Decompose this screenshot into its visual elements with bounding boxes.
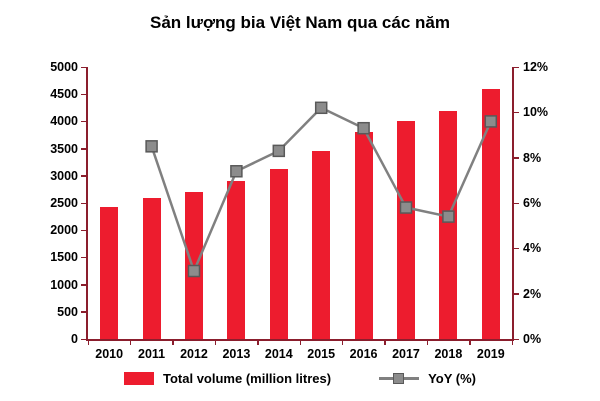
y-axis-right-tick	[514, 111, 519, 114]
y-axis-left-label: 1000	[50, 277, 78, 292]
y-axis-right-tick	[514, 293, 519, 295]
volume-bar	[439, 110, 458, 339]
x-axis-label: 2013	[222, 347, 251, 361]
y-axis-right-label: 10%	[523, 105, 549, 120]
y-axis-left-tick	[81, 256, 86, 259]
y-axis-left-tick	[81, 229, 86, 232]
x-axis-line	[86, 339, 514, 341]
yoy-line-svg	[145, 101, 498, 278]
volume-bar	[269, 169, 288, 339]
x-axis-tick	[172, 341, 174, 345]
y-axis-left-label: 4500	[50, 87, 78, 102]
y-axis-left-line	[86, 67, 88, 341]
x-axis-tick	[511, 341, 513, 345]
volume-bar	[142, 197, 161, 339]
y-axis-right-label: 8%	[523, 150, 542, 165]
x-axis-label: 2015	[307, 347, 336, 361]
line-marker-swatch-icon	[379, 372, 420, 385]
line-swatch-marker	[393, 373, 405, 384]
chart-title: Sản lượng bia Việt Nam qua các năm	[150, 13, 450, 32]
y-axis-left-tick	[81, 175, 86, 177]
y-axis-left-tick	[81, 148, 86, 150]
x-axis-tick	[341, 341, 344, 345]
x-axis-label: 2017	[392, 347, 420, 361]
x-axis-tick	[384, 341, 386, 345]
yoy-marker	[230, 165, 243, 178]
y-axis-left-tick	[81, 202, 86, 204]
x-axis-tick	[469, 341, 471, 345]
volume-bar	[227, 181, 246, 339]
y-axis-right-label: 12%	[523, 60, 549, 74]
y-axis-left-label: 1500	[50, 250, 78, 265]
y-axis-right-tick	[514, 247, 519, 250]
x-axis-label: 2014	[264, 347, 293, 361]
y-axis-right-label: 4%	[523, 241, 542, 256]
y-axis-right-label: 0%	[523, 332, 542, 346]
legend-item-total-volume: Total volume (million litres)	[124, 371, 331, 386]
yoy-marker	[272, 144, 286, 158]
x-axis-label: 2019	[476, 347, 505, 361]
yoy-marker	[187, 264, 201, 278]
bar-swatch-icon	[124, 372, 154, 385]
y-axis-right-tick	[514, 157, 519, 159]
x-axis-tick	[214, 341, 217, 345]
x-axis-label: 2012	[180, 347, 208, 361]
x-axis-tick	[257, 341, 259, 345]
volume-bar	[100, 207, 119, 339]
y-axis-right-tick	[514, 66, 519, 68]
y-axis-left-tick	[81, 311, 86, 313]
y-axis-left-tick	[81, 66, 86, 68]
y-axis-left-label: 500	[57, 304, 78, 319]
volume-bar	[481, 88, 500, 339]
y-axis-right-line	[512, 67, 514, 341]
y-axis-right-tick	[514, 338, 519, 340]
y-axis-left-label: 2500	[50, 196, 78, 210]
y-axis-left-label: 3500	[50, 141, 78, 156]
yoy-line	[150, 106, 492, 275]
volume-bar	[397, 121, 415, 339]
x-axis-label: 2016	[349, 347, 378, 361]
y-axis-right-label: 2%	[523, 286, 542, 301]
x-axis-tick	[426, 341, 429, 345]
y-axis-left-label: 2000	[50, 223, 78, 238]
y-axis-left-tick	[81, 338, 86, 340]
x-axis-label: 2011	[138, 347, 166, 361]
y-axis-left-tick	[81, 93, 86, 96]
yoy-marker	[314, 101, 328, 115]
yoy-marker	[145, 140, 158, 153]
y-axis-left-label: 5000	[50, 60, 78, 74]
yoy-marker	[484, 115, 498, 128]
x-axis-label: 2018	[434, 347, 463, 361]
volume-bar	[312, 151, 331, 339]
y-axis-left-tick	[81, 120, 86, 123]
y-axis-left-label: 0	[71, 332, 78, 346]
y-axis-left-label: 3000	[50, 168, 78, 183]
y-axis-right-tick	[514, 202, 519, 204]
x-axis-tick	[299, 341, 301, 345]
x-axis-tick	[129, 341, 132, 345]
x-axis-label: 2010	[95, 347, 124, 361]
legend: Total volume (million litres) YoY (%)	[0, 371, 600, 386]
legend-label-total-volume: Total volume (million litres)	[163, 371, 332, 386]
y-axis-left-label: 4000	[50, 114, 78, 129]
volume-bar	[354, 132, 373, 339]
y-axis-right-label: 6%	[523, 196, 542, 210]
yoy-marker	[442, 210, 455, 223]
y-axis-left-tick	[81, 284, 86, 286]
legend-item-yoy: YoY (%)	[379, 371, 476, 386]
legend-label-yoy: YoY (%)	[428, 371, 476, 386]
yoy-marker	[357, 121, 370, 135]
yoy-marker	[399, 201, 413, 214]
x-axis-tick	[87, 341, 89, 345]
